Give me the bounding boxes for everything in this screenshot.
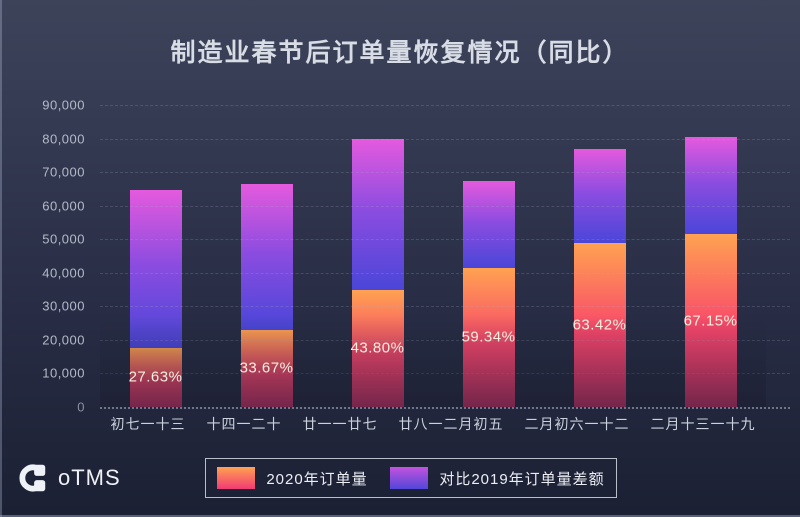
bar-slot: 43.80% xyxy=(322,105,433,407)
bar-diff-segment xyxy=(129,190,182,348)
bar-diff-segment xyxy=(573,148,626,244)
grid-line xyxy=(100,272,790,274)
y-tick-label: 10,000 xyxy=(42,365,85,381)
bar-diff-segment xyxy=(462,180,515,268)
otms-logo-text: oTMS xyxy=(58,465,121,490)
bar-slot: 33.67% xyxy=(211,105,322,407)
grid-line xyxy=(100,306,790,308)
legend-item-2020: 2020年订单量 xyxy=(217,467,367,489)
grid-line xyxy=(100,339,790,341)
bar-slot: 67.15% xyxy=(655,105,766,407)
bar-percent-label: 33.67% xyxy=(239,359,294,377)
bar-percent-label: 63.42% xyxy=(572,316,627,334)
grid-line xyxy=(100,205,790,207)
y-tick-label: 80,000 xyxy=(42,131,85,147)
grid-line xyxy=(100,239,790,241)
bar-2020-segment: 33.67% xyxy=(239,329,294,407)
y-tick-label: 50,000 xyxy=(42,231,85,247)
bar-percent-label: 59.34% xyxy=(461,328,516,346)
x-baseline xyxy=(100,407,790,409)
bar-diff-segment xyxy=(684,136,737,235)
x-axis-label: 十四一二十 xyxy=(206,416,282,432)
y-tick-label: 30,000 xyxy=(42,298,85,314)
bars-row: 27.63% 33.67% 43.80% 59.34% 63.42% 67.15% xyxy=(100,105,766,407)
legend-label-2019-diff: 对比2019年订单量差额 xyxy=(439,470,605,488)
otms-logo: oTMS xyxy=(14,456,121,500)
legend-swatch-2019-diff xyxy=(390,467,429,489)
bar-2020-segment: 63.42% xyxy=(572,243,627,407)
stacked-bar-chart: 90,000 80,000 70,000 60,000 50,000 40,000 30,0… xyxy=(0,98,800,440)
bar-percent-label: 67.15% xyxy=(683,312,738,330)
bar-2020-segment: 59.34% xyxy=(461,267,516,407)
bar-slot: 63.42% xyxy=(544,105,655,407)
x-axis-label: 二月十三一十九 xyxy=(650,416,756,432)
bar-diff-segment xyxy=(240,183,293,330)
bar-slot: 59.34% xyxy=(433,105,544,407)
x-axis-label: 廿一一廿七 xyxy=(302,416,378,432)
bar-2020-segment: 67.15% xyxy=(683,234,738,407)
bar-percent-label: 27.63% xyxy=(128,368,183,386)
y-tick-label: 0 xyxy=(77,399,85,415)
grid-line xyxy=(100,105,790,106)
y-tick-label: 60,000 xyxy=(42,198,85,214)
bar-percent-label: 43.80% xyxy=(350,339,405,357)
grid-line xyxy=(100,172,790,174)
y-tick-label: 90,000 xyxy=(42,97,85,113)
grid-line xyxy=(100,138,790,140)
bar-slot: 27.63% xyxy=(100,105,211,407)
legend-item-2019-diff: 对比2019年订单量差额 xyxy=(390,467,604,489)
y-tick-label: 20,000 xyxy=(42,332,85,348)
window-bottom-edge xyxy=(0,515,800,517)
y-tick-label: 40,000 xyxy=(42,265,85,281)
y-axis: 90,000 80,000 70,000 60,000 50,000 40,000 30,0… xyxy=(0,98,88,415)
otms-logo-icon xyxy=(19,464,46,492)
plot-area: 27.63% 33.67% 43.80% 59.34% 63.42% 67.15% xyxy=(100,105,790,409)
bar-diff-segment xyxy=(351,138,404,290)
legend-label-2020: 2020年订单量 xyxy=(266,470,368,488)
grid-line xyxy=(100,373,790,375)
x-axis-label: 二月初六一十二 xyxy=(524,416,630,432)
legend: 2020年订单量 对比2019年订单量差额 xyxy=(205,458,617,498)
y-tick-label: 70,000 xyxy=(42,164,85,180)
bar-2020-segment: 27.63% xyxy=(128,347,183,407)
window-left-edge xyxy=(0,0,2,517)
legend-swatch-2020 xyxy=(217,467,256,489)
x-axis: 初七一十三 十四一二十 廿一一廿七 廿八一二月初五 二月初六一十二 二月十三一十九 xyxy=(100,414,766,434)
chart-title: 制造业春节后订单量恢复情况（同比） xyxy=(170,39,630,67)
x-axis-label: 初七一十三 xyxy=(110,416,186,432)
x-axis-label: 廿八一二月初五 xyxy=(398,416,504,432)
